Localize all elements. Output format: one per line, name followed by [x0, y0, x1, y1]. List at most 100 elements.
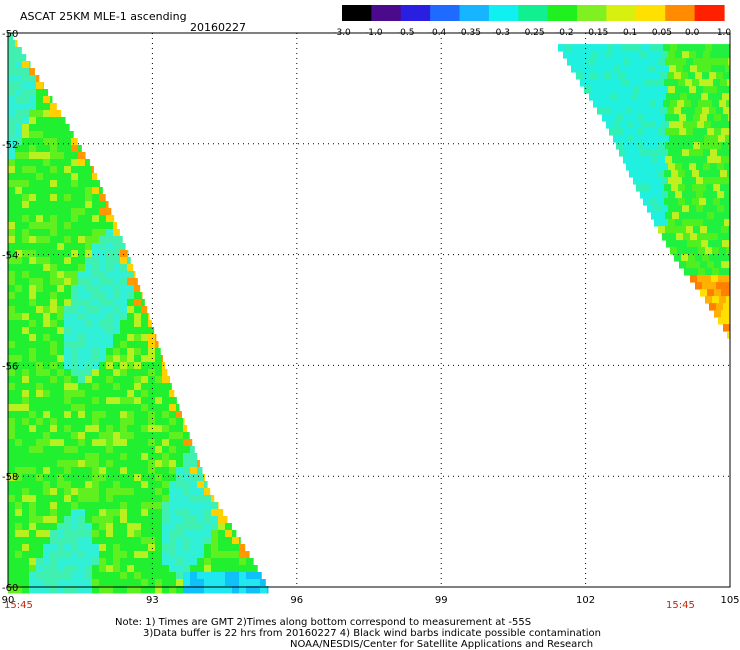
wind-cell	[85, 313, 93, 321]
wind-cell	[43, 537, 51, 545]
wind-cell	[148, 537, 156, 545]
wind-cell	[726, 296, 730, 304]
wind-cell	[22, 229, 30, 237]
wind-cell	[29, 103, 37, 111]
wind-cell	[99, 537, 107, 545]
wind-cell	[85, 383, 93, 391]
wind-cell	[600, 100, 607, 108]
wind-cell	[714, 58, 721, 66]
wind-cell	[162, 502, 170, 510]
wind-cell	[134, 460, 142, 468]
wind-cell	[22, 180, 30, 188]
wind-cell	[679, 156, 686, 164]
wind-cell	[127, 446, 135, 454]
wind-cell	[691, 247, 698, 255]
wind-cell	[78, 187, 86, 195]
wind-cell	[22, 579, 30, 587]
wind-cell	[113, 355, 121, 363]
wind-cell	[689, 177, 696, 185]
wind-cell	[78, 271, 86, 279]
wind-cell	[85, 208, 93, 216]
wind-cell	[64, 565, 72, 573]
wind-cell	[204, 565, 212, 573]
wind-cell	[64, 390, 72, 398]
wind-cell	[176, 446, 184, 454]
wind-cell	[190, 537, 198, 545]
wind-cell	[43, 229, 51, 237]
wind-cell	[8, 432, 16, 440]
wind-cell	[113, 558, 121, 566]
wind-cell	[148, 348, 156, 356]
wind-cell	[113, 551, 121, 559]
wind-cell	[92, 327, 100, 335]
y-tick-label: -58	[2, 472, 18, 483]
wind-cell	[64, 481, 72, 489]
wind-cell	[197, 460, 200, 468]
wind-cell	[127, 425, 135, 433]
wind-cell	[176, 558, 184, 566]
wind-cell	[141, 404, 149, 412]
wind-cell	[120, 383, 128, 391]
wind-cell	[668, 86, 675, 94]
wind-cell	[92, 579, 100, 587]
wind-cell	[8, 425, 16, 433]
wind-cell	[64, 411, 72, 419]
wind-cell	[711, 275, 718, 283]
wind-cell	[576, 72, 583, 80]
wind-cell	[57, 362, 65, 370]
wind-cell	[43, 166, 51, 174]
wind-cell	[78, 390, 86, 398]
wind-cell	[616, 142, 623, 150]
wind-cell	[710, 163, 717, 171]
wind-cell	[92, 453, 100, 461]
wind-cell	[650, 79, 657, 87]
wind-cell	[22, 250, 30, 258]
wind-cell	[15, 173, 23, 181]
wind-cell	[672, 58, 679, 66]
wind-cell	[64, 495, 72, 503]
wind-cell	[714, 142, 721, 150]
wind-cell	[218, 572, 226, 580]
wind-cell	[64, 173, 72, 181]
wind-cell	[148, 523, 156, 531]
wind-cell	[660, 107, 667, 115]
wind-cell	[92, 236, 100, 244]
wind-cell	[218, 509, 224, 517]
wind-cell	[22, 54, 27, 62]
wind-cell	[22, 460, 30, 468]
wind-cell	[127, 292, 135, 300]
wind-cell	[630, 58, 637, 66]
wind-cell	[22, 257, 30, 265]
wind-cell	[253, 586, 261, 594]
wind-cell	[99, 467, 107, 475]
wind-cell	[57, 117, 65, 125]
wind-cell	[57, 173, 65, 181]
wind-cell	[689, 163, 696, 171]
wind-cell	[679, 114, 686, 122]
wind-cell	[246, 586, 254, 594]
wind-cell	[29, 194, 37, 202]
wind-cell	[22, 509, 30, 517]
wind-cell	[183, 530, 191, 538]
wind-cell	[50, 145, 58, 153]
wind-cell	[8, 278, 16, 286]
wind-cell	[78, 425, 86, 433]
wind-cell	[633, 51, 640, 59]
wind-cell	[645, 93, 652, 101]
wind-cell	[36, 502, 44, 510]
wind-cell	[169, 376, 170, 384]
wind-cell	[29, 166, 37, 174]
wind-cell	[603, 93, 610, 101]
wind-cell	[134, 404, 142, 412]
wind-cell	[148, 544, 156, 552]
wind-cell	[106, 271, 114, 279]
wind-cell	[682, 86, 689, 94]
wind-cell	[621, 100, 628, 108]
wind-cell	[253, 565, 258, 573]
wind-cell	[127, 488, 135, 496]
wind-cell	[619, 51, 626, 59]
wind-cell	[685, 79, 692, 87]
wind-cell	[43, 369, 51, 377]
wind-cell	[43, 124, 51, 132]
wind-cell	[15, 495, 23, 503]
